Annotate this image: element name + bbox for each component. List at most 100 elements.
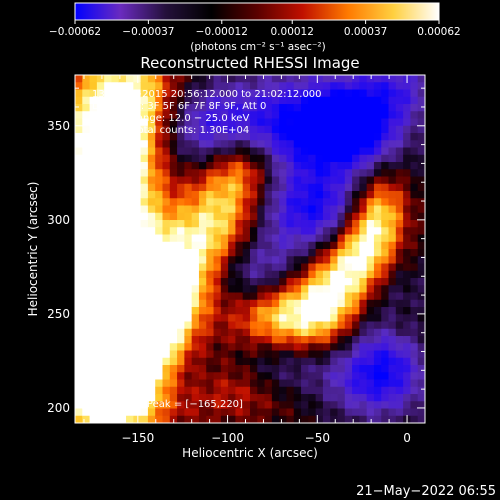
heatmap-cell bbox=[220, 249, 229, 257]
heatmap-cell bbox=[322, 336, 331, 344]
heatmap-cell bbox=[315, 292, 324, 301]
heatmap-cell bbox=[191, 118, 200, 127]
heatmap-cell bbox=[410, 227, 419, 236]
heatmap-cell bbox=[82, 299, 91, 308]
heatmap-cell bbox=[250, 89, 258, 98]
heatmap-cell bbox=[315, 299, 324, 308]
heatmap-cell bbox=[279, 401, 288, 410]
heatmap-cell bbox=[147, 328, 156, 337]
heatmap-cell bbox=[184, 372, 193, 381]
heatmap-cell bbox=[308, 278, 317, 286]
heatmap-cell bbox=[75, 104, 83, 112]
heatmap-cell bbox=[410, 307, 419, 315]
heatmap-cell bbox=[315, 205, 324, 214]
heatmap-cell bbox=[206, 408, 215, 417]
heatmap-cell bbox=[111, 125, 120, 134]
heatmap-cell bbox=[322, 212, 331, 221]
heatmap-cell bbox=[403, 263, 412, 272]
heatmap-cell bbox=[118, 328, 127, 337]
heatmap-cell bbox=[381, 234, 390, 243]
heatmap-cell bbox=[301, 336, 309, 344]
heatmap-cell bbox=[322, 343, 331, 352]
heatmap-cell bbox=[162, 307, 171, 315]
heatmap-cell bbox=[257, 198, 266, 207]
heatmap-cell bbox=[388, 96, 397, 105]
heatmap-cell bbox=[140, 154, 149, 163]
heatmap-cell bbox=[279, 336, 288, 344]
heatmap-cell bbox=[315, 270, 324, 279]
heatmap-cell bbox=[104, 241, 113, 250]
heatmap-cell bbox=[133, 227, 142, 236]
heatmap-cell bbox=[395, 205, 404, 214]
heatmap-cell bbox=[286, 147, 295, 156]
heatmap-cell bbox=[417, 357, 425, 366]
heatmap-cell bbox=[410, 96, 419, 105]
heatmap-cell bbox=[147, 75, 156, 83]
heatmap-cell bbox=[177, 343, 185, 352]
heatmap-cell bbox=[308, 285, 317, 294]
heatmap-cell bbox=[220, 299, 229, 308]
heatmap-cell bbox=[89, 191, 98, 199]
heatmap-cell bbox=[410, 133, 419, 141]
heatmap-cell bbox=[169, 299, 178, 308]
heatmap-cell bbox=[337, 227, 346, 236]
heatmap-cell bbox=[271, 357, 280, 366]
heatmap-cell bbox=[228, 205, 237, 214]
heatmap-cell bbox=[337, 162, 346, 170]
heatmap-cell bbox=[75, 162, 83, 170]
heatmap-cell bbox=[417, 336, 425, 344]
heatmap-cell bbox=[337, 256, 346, 265]
heatmap-cell bbox=[359, 278, 368, 286]
heatmap-cell bbox=[388, 212, 397, 221]
heatmap-cell bbox=[206, 321, 215, 330]
heatmap-cell bbox=[126, 256, 134, 265]
heatmap-cell bbox=[286, 307, 295, 315]
heatmap-cell bbox=[191, 75, 200, 83]
heatmap-cell bbox=[177, 278, 185, 286]
heatmap-cell bbox=[293, 372, 302, 381]
heatmap-cell bbox=[228, 227, 237, 236]
heatmap-cell bbox=[133, 205, 142, 214]
heatmap-cell bbox=[308, 104, 317, 112]
heatmap-cell bbox=[410, 234, 419, 243]
heatmap-cell bbox=[228, 256, 237, 265]
heatmap-cell bbox=[410, 118, 419, 127]
heatmap-cell bbox=[111, 408, 120, 417]
heatmap-cell bbox=[126, 154, 134, 163]
heatmap-cell bbox=[403, 278, 412, 286]
heatmap-cell bbox=[264, 89, 273, 98]
heatmap-cell bbox=[235, 278, 244, 286]
heatmap-cell bbox=[104, 133, 113, 141]
heatmap-cell bbox=[381, 125, 390, 134]
heatmap-cell bbox=[330, 205, 339, 214]
heatmap-cell bbox=[301, 147, 309, 156]
heatmap-cell bbox=[126, 125, 134, 134]
heatmap-cell bbox=[147, 169, 156, 178]
heatmap-cell bbox=[301, 299, 309, 308]
heatmap-cell bbox=[271, 321, 280, 330]
heatmap-cell bbox=[279, 372, 288, 381]
heatmap-cell bbox=[177, 234, 185, 243]
heatmap-cell bbox=[301, 89, 309, 98]
heatmap-cell bbox=[169, 96, 178, 105]
heatmap-cell bbox=[162, 256, 171, 265]
heatmap-cell bbox=[264, 307, 273, 315]
heatmap-cell bbox=[315, 191, 324, 199]
heatmap-cell bbox=[133, 198, 142, 207]
heatmap-cell bbox=[330, 162, 339, 170]
heatmap-cell bbox=[133, 183, 142, 192]
heatmap-cell bbox=[315, 140, 324, 149]
heatmap-cell bbox=[126, 401, 134, 410]
heatmap-cell bbox=[96, 379, 105, 388]
heatmap-cell bbox=[184, 314, 193, 323]
heatmap-cell bbox=[82, 415, 91, 423]
heatmap-cell bbox=[147, 234, 156, 243]
heatmap-cell bbox=[235, 111, 244, 120]
heatmap-cell bbox=[388, 372, 397, 381]
heatmap-cell bbox=[191, 401, 200, 410]
heatmap-cell bbox=[308, 408, 317, 417]
heatmap-cell bbox=[352, 118, 360, 127]
heatmap-cell bbox=[213, 176, 222, 185]
heatmap-cell bbox=[198, 415, 207, 423]
heatmap-cell bbox=[75, 147, 83, 156]
